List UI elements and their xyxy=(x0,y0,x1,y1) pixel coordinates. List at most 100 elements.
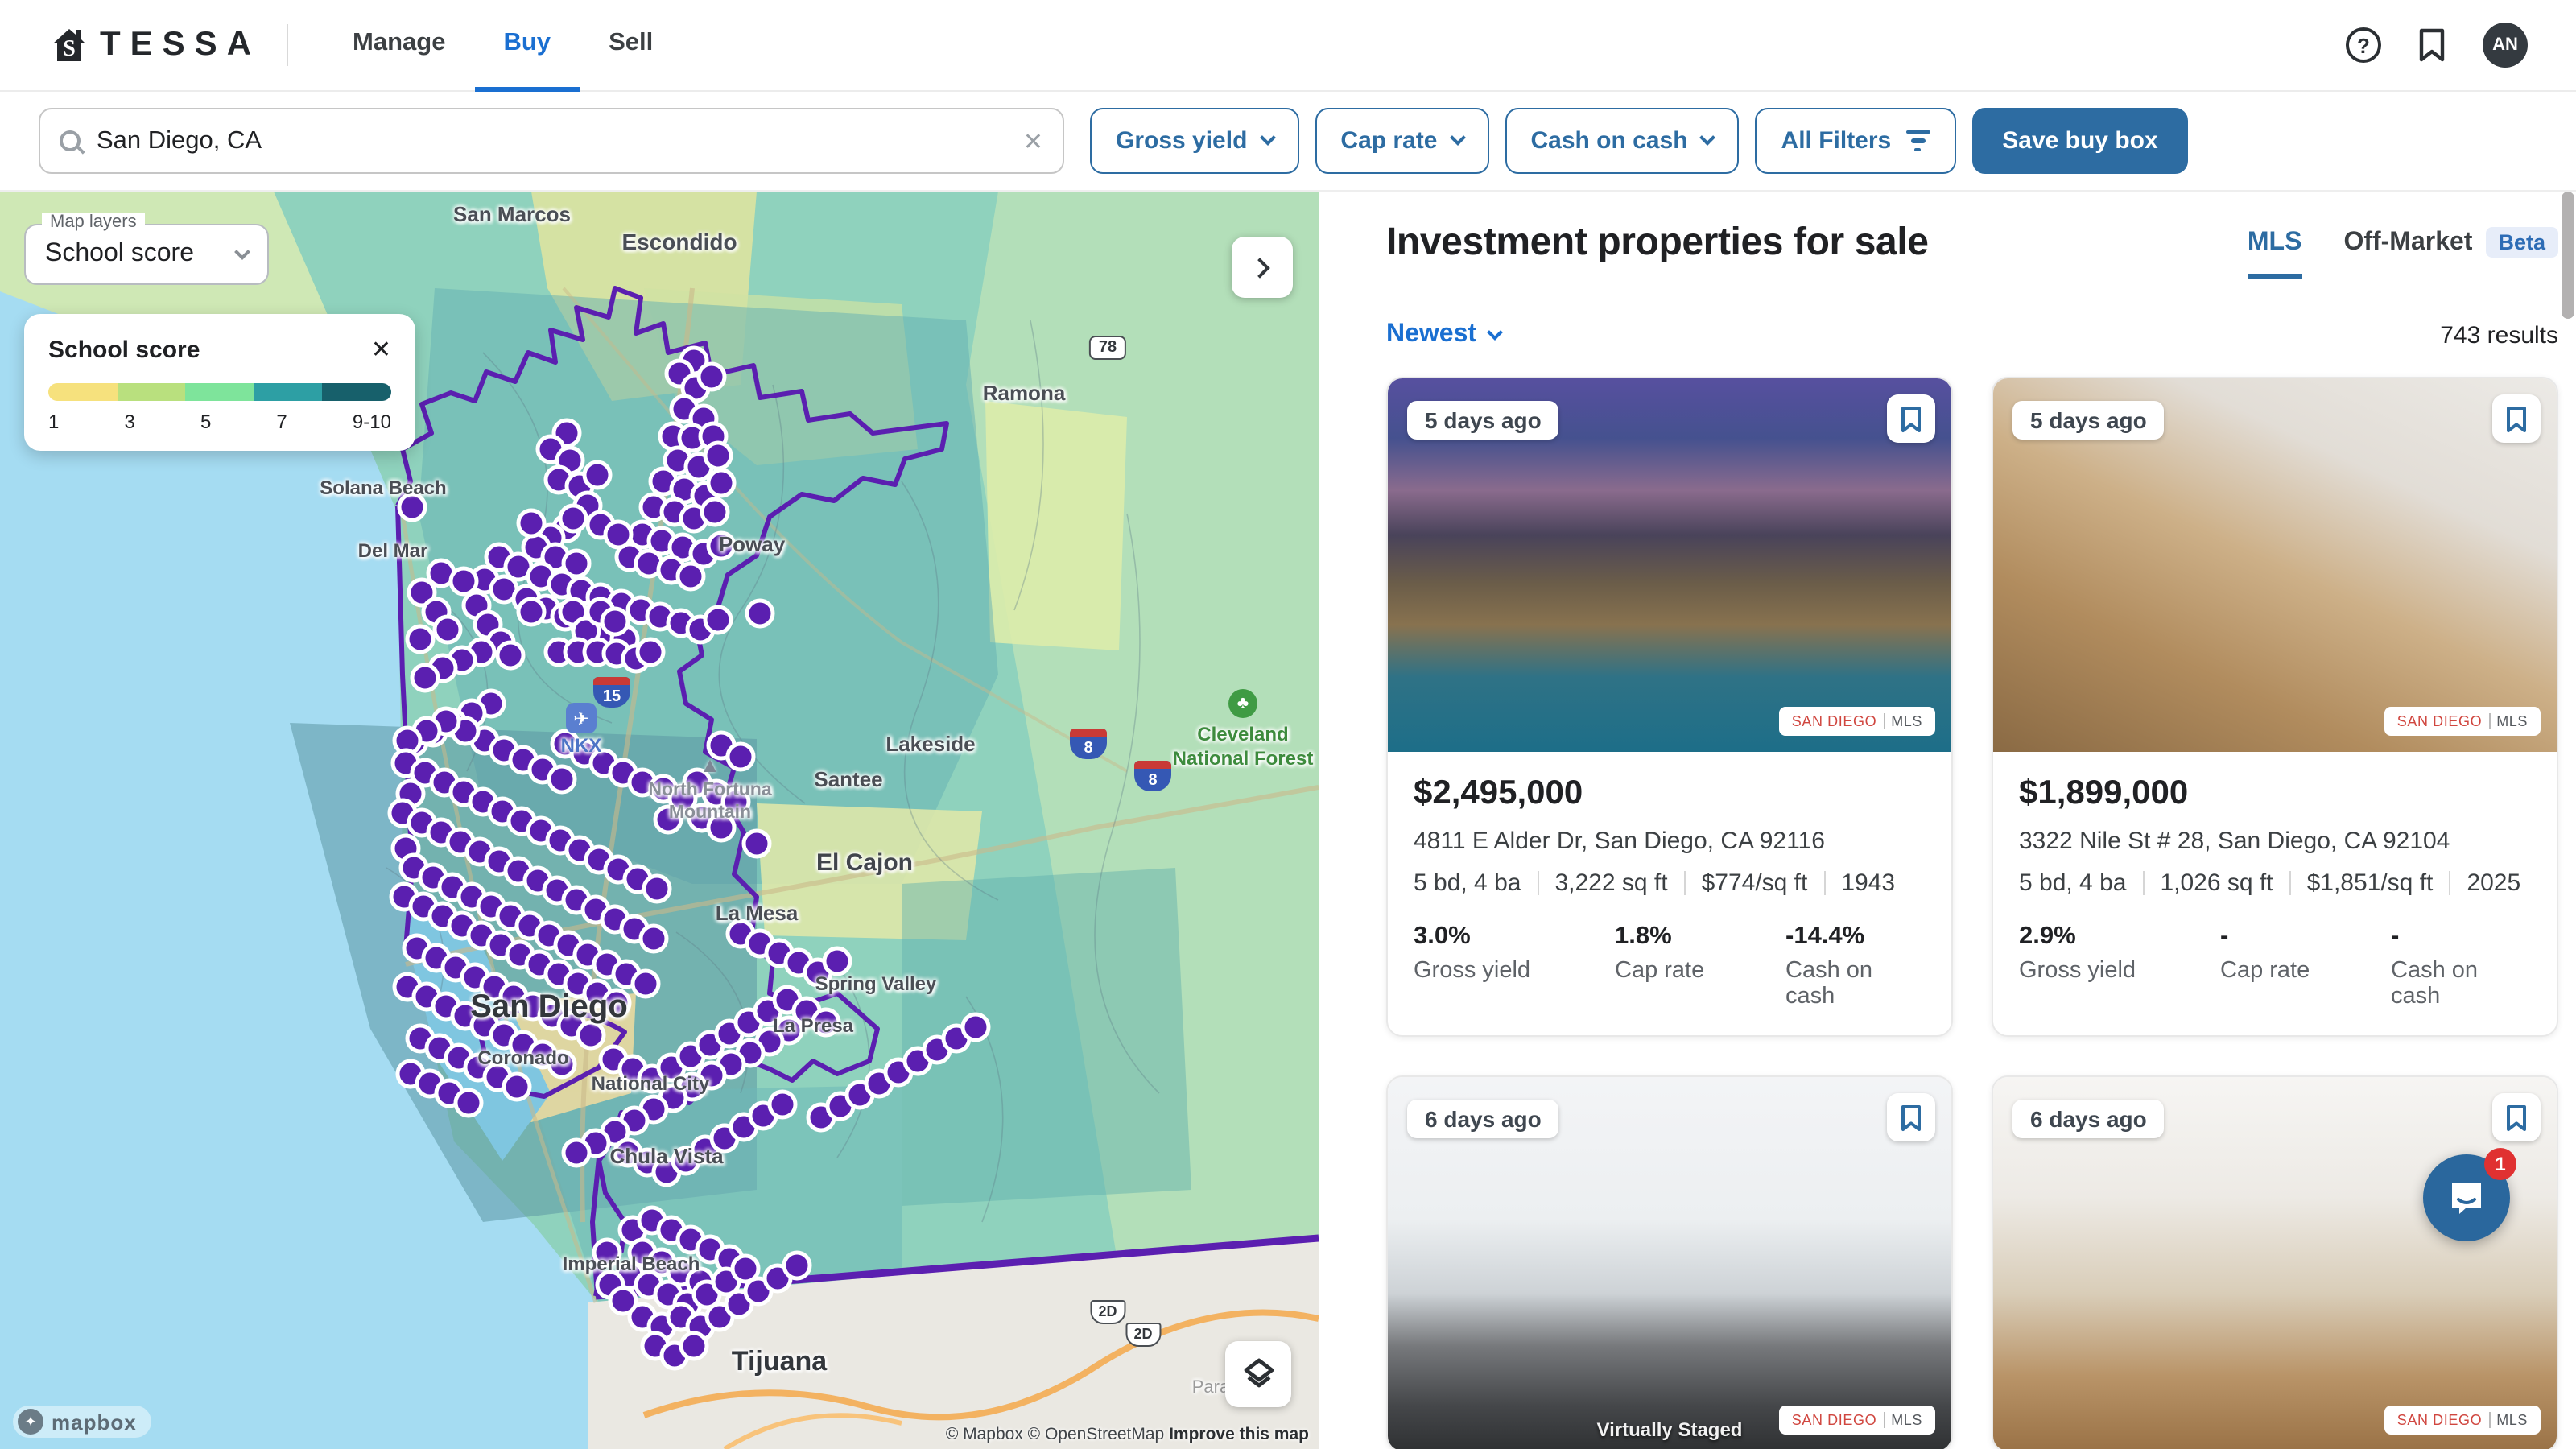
property-marker[interactable] xyxy=(547,764,577,795)
nav-item-manage[interactable]: Manage xyxy=(353,28,446,56)
property-marker[interactable] xyxy=(432,614,463,645)
property-marker[interactable] xyxy=(679,1331,709,1361)
improve-map-link[interactable]: Improve this map xyxy=(1169,1425,1309,1444)
save-buy-box-button[interactable]: Save buy box xyxy=(1971,108,2189,174)
property-marker[interactable] xyxy=(653,804,683,835)
property-marker[interactable] xyxy=(600,606,630,637)
map-style-button[interactable] xyxy=(1225,1341,1291,1407)
nav-item-sell[interactable]: Sell xyxy=(609,28,654,56)
property-marker[interactable] xyxy=(495,640,526,671)
property-marker[interactable] xyxy=(725,741,756,772)
spec-item: 2025 xyxy=(2467,869,2521,897)
avatar[interactable]: AN xyxy=(2483,23,2528,68)
property-marker[interactable] xyxy=(706,530,737,561)
chevron-down-icon xyxy=(234,243,250,259)
property-marker[interactable] xyxy=(745,598,775,629)
property-marker[interactable] xyxy=(822,946,852,976)
mapbox-icon: ✦ xyxy=(18,1409,43,1435)
property-card[interactable]: 5 days ago SAN DIEGO MLS $2,495,000 4811 E A… xyxy=(1386,377,1953,1037)
help-icon[interactable]: ? xyxy=(2346,27,2381,63)
tab-mls[interactable]: MLS xyxy=(2247,228,2302,278)
property-marker[interactable] xyxy=(410,663,440,693)
property-marker[interactable] xyxy=(603,519,634,550)
property-marker[interactable] xyxy=(608,1286,638,1316)
property-marker[interactable] xyxy=(767,1089,798,1120)
save-listing-button[interactable] xyxy=(2492,394,2541,443)
tab-off-market[interactable]: Off-Market Beta xyxy=(2343,227,2558,279)
map-layers-select[interactable]: Map layers School score xyxy=(24,213,269,285)
sort-dropdown[interactable]: Newest xyxy=(1386,320,1503,349)
property-marker[interactable] xyxy=(642,873,672,904)
property-marker[interactable] xyxy=(407,577,437,608)
property-marker[interactable] xyxy=(397,492,427,522)
property-marker[interactable] xyxy=(667,783,698,814)
property-marker[interactable] xyxy=(502,1071,532,1102)
save-listing-button[interactable] xyxy=(2492,1093,2541,1141)
property-card[interactable]: 6 days ago SAN DIEGO MLS xyxy=(1992,1075,2558,1449)
property-marker[interactable] xyxy=(561,1137,592,1168)
filter-cap-rate[interactable]: Cap rate xyxy=(1315,108,1489,174)
property-marker[interactable] xyxy=(547,1049,577,1080)
stessa-logo[interactable]: S TESSA xyxy=(48,24,261,66)
property-marker[interactable] xyxy=(592,1237,622,1268)
mls-watermark: SAN DIEGO MLS xyxy=(1778,1406,1935,1435)
property-marker[interactable] xyxy=(582,460,613,490)
legend-tick: 9-10 xyxy=(352,411,391,433)
property-marker[interactable] xyxy=(741,828,772,859)
property-marker[interactable] xyxy=(675,561,706,592)
property-marker[interactable] xyxy=(720,786,751,817)
property-marker[interactable] xyxy=(558,503,588,534)
property-marker[interactable] xyxy=(635,637,666,667)
save-listing-button[interactable] xyxy=(1887,1093,1935,1141)
property-marker[interactable] xyxy=(453,1088,484,1118)
property-marker[interactable] xyxy=(703,440,733,471)
property-marker[interactable] xyxy=(700,497,730,527)
filter-cash-on-cash[interactable]: Cash on cash xyxy=(1505,108,1740,174)
property-marker[interactable] xyxy=(405,624,436,654)
property-marker[interactable] xyxy=(448,566,479,597)
top-header: S TESSA Manage Buy Sell ? AN xyxy=(0,0,2576,92)
property-marker[interactable] xyxy=(516,597,547,627)
property-card[interactable]: 6 days ago Virtually Staged SAN DIEGO MLS xyxy=(1386,1075,1953,1449)
property-marker[interactable] xyxy=(730,1253,761,1284)
property-marker[interactable] xyxy=(576,1020,606,1051)
spec-item: $1,851/sq ft xyxy=(2306,869,2434,897)
legend-gradient-bar xyxy=(48,383,391,401)
property-marker[interactable] xyxy=(561,548,592,579)
close-icon[interactable]: ✕ xyxy=(370,336,391,364)
map-canvas[interactable]: San Marcos Escondido Ramona Solana Beach Del… xyxy=(0,192,1319,1449)
property-marker[interactable] xyxy=(638,923,669,954)
legend-tick: 1 xyxy=(48,411,60,433)
property-marker[interactable] xyxy=(811,1007,841,1038)
map-attribution[interactable]: © Mapbox © OpenStreetMap Improve this ma… xyxy=(946,1425,1309,1444)
clear-search-icon[interactable]: ✕ xyxy=(1022,128,1043,155)
map-layer-value: School score xyxy=(45,240,194,267)
property-marker[interactable] xyxy=(703,605,733,635)
property-card[interactable]: 5 days ago SAN DIEGO MLS $1,899,000 3322 Nil… xyxy=(1992,377,2558,1037)
property-marker[interactable] xyxy=(630,968,661,999)
collapse-map-button[interactable] xyxy=(1232,237,1293,298)
beta-badge: Beta xyxy=(2485,227,2558,258)
save-buy-box-label: Save buy box xyxy=(2002,127,2158,155)
property-marker[interactable] xyxy=(706,468,737,498)
highway-shield-2D: 2D xyxy=(1125,1323,1161,1347)
metric-gross-yield: 3.0% Gross yield xyxy=(1414,923,1615,1009)
save-listing-button[interactable] xyxy=(1887,394,1935,443)
mapbox-logo[interactable]: ✦ mapbox xyxy=(13,1406,151,1438)
property-marker[interactable] xyxy=(706,812,737,843)
property-marker[interactable] xyxy=(516,508,547,539)
filter-gross-yield[interactable]: Gross yield xyxy=(1090,108,1299,174)
all-filters-button[interactable]: All Filters xyxy=(1755,108,1956,174)
property-marker[interactable] xyxy=(601,988,632,1018)
bookmark-icon[interactable] xyxy=(2417,27,2447,63)
spec-item: $774/sq ft xyxy=(1701,869,1808,897)
search-input[interactable]: San Diego, CA ✕ xyxy=(39,108,1064,174)
chat-widget-button[interactable]: 1 xyxy=(2423,1148,2516,1241)
property-marker[interactable] xyxy=(782,1250,812,1281)
panel-scrollbar[interactable] xyxy=(2561,192,2574,319)
property-marker[interactable] xyxy=(960,1012,991,1042)
legend-ticks: 1 3 5 7 9-10 xyxy=(48,411,391,433)
legend-tick: 5 xyxy=(200,411,212,433)
nav-item-buy[interactable]: Buy xyxy=(474,0,580,91)
property-marker[interactable] xyxy=(696,361,727,392)
